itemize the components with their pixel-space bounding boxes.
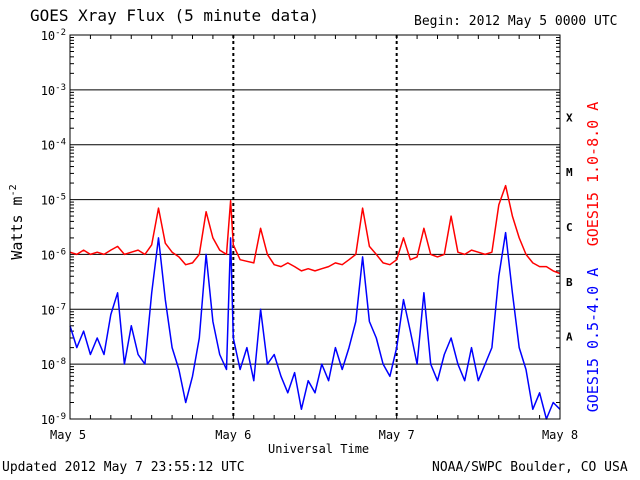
y-tick-label: 10-8 — [41, 357, 66, 372]
credit-line: NOAA/SWPC Boulder, CO USA — [432, 460, 628, 475]
y-tick-exponent: -8 — [55, 357, 66, 367]
legend-goes15-short: GOES15 0.5-4.0 A — [584, 268, 602, 413]
x-tick-label: May 6 — [215, 428, 251, 442]
y-tick-base: 10 — [41, 413, 55, 427]
series-lines — [69, 184, 561, 420]
updated-timestamp: Updated 2012 May 7 23:55:12 UTC — [2, 460, 245, 475]
y-tick-exponent: -5 — [55, 193, 66, 203]
series-line-short — [69, 231, 561, 420]
y-tick-label: 10-5 — [41, 193, 66, 208]
y-tick-exponent: -4 — [55, 138, 66, 148]
flare-class-label: A — [566, 331, 573, 344]
series-line-long — [69, 184, 561, 275]
x-axis-label: Universal Time — [268, 442, 370, 456]
x-tick-label: May 8 — [542, 428, 578, 442]
y-tick-label: 10-7 — [41, 302, 66, 317]
flare-class-label: C — [566, 221, 573, 234]
x-tick-label: May 5 — [50, 428, 86, 442]
y-tick-base: 10 — [41, 194, 55, 208]
y-tick-label: 10-4 — [41, 138, 66, 153]
plot-frame — [69, 34, 561, 420]
flare-class-label: X — [566, 111, 573, 124]
y-tick-base: 10 — [41, 358, 55, 372]
flare-class-label: B — [566, 276, 573, 289]
y-tick-exponent: -2 — [55, 28, 66, 38]
begin-time: Begin: 2012 May 5 0000 UTC — [414, 14, 618, 29]
y-axis-label: Watts m-2 — [8, 184, 26, 259]
flare-class-labels: X M C B A — [566, 111, 573, 343]
legend-goes15-long: GOES15 1.0-8.0 A — [584, 102, 602, 247]
chart-title: GOES Xray Flux (5 minute data) — [30, 6, 319, 25]
y-tick-exponent: -7 — [55, 302, 66, 312]
y-tick-exponent: -6 — [55, 247, 66, 257]
y-tick-label: 10-2 — [41, 28, 66, 43]
y-tick-label: 10-9 — [41, 412, 66, 427]
y-tick-base: 10 — [41, 139, 55, 153]
x-tick-label: May 7 — [379, 428, 415, 442]
y-tick-base: 10 — [41, 84, 55, 98]
flare-class-label: M — [566, 166, 573, 179]
y-tick-base: 10 — [41, 303, 55, 317]
y-tick-label: 10-6 — [41, 247, 66, 262]
y-tick-label: 10-3 — [41, 83, 66, 98]
y-tick-exponent: -9 — [55, 412, 66, 422]
y-tick-exponent: -3 — [55, 83, 66, 93]
y-tick-base: 10 — [41, 29, 55, 43]
y-tick-base: 10 — [41, 248, 55, 262]
